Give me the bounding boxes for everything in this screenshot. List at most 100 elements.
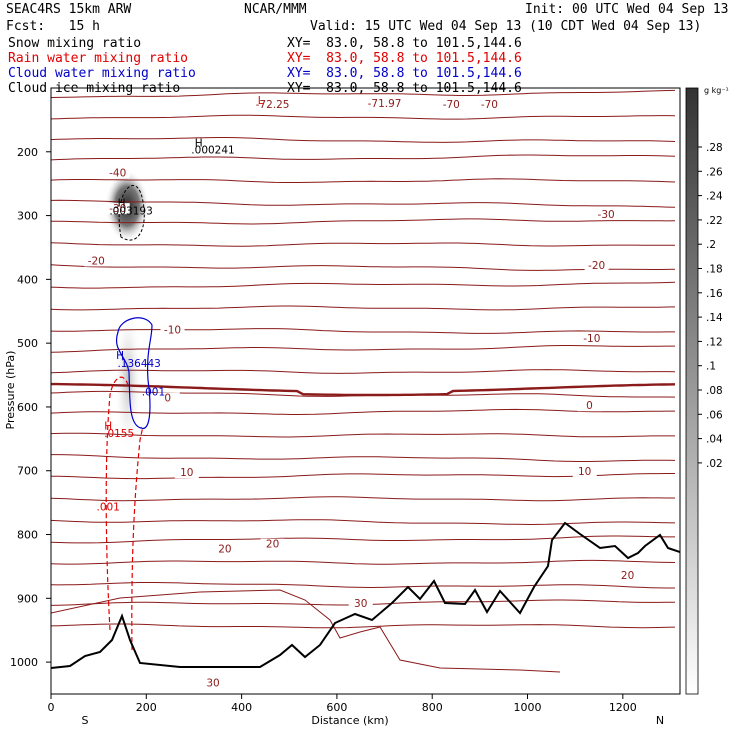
- temperature-contour-line: [51, 305, 676, 311]
- terrain-layer: [51, 521, 680, 669]
- y-axis-label: Pressure (hPa): [4, 351, 17, 430]
- temperature-contour-label: -71.97: [368, 98, 402, 110]
- temperature-contour-label: -40: [109, 167, 126, 179]
- colorbar-tick-label: .26: [706, 166, 723, 178]
- contour-label-bg: [160, 324, 185, 336]
- temperature-contour-label: 0: [586, 400, 593, 412]
- temperature-contour-line: [51, 559, 676, 565]
- contour-label-bg: [348, 597, 373, 609]
- temperature-contour-line: [51, 432, 675, 438]
- contour-label-bg: [105, 167, 130, 179]
- colorbar-tick-label: .04: [706, 434, 723, 446]
- temperature-contour-label: -10: [164, 324, 181, 336]
- contour-label-bg: [212, 543, 237, 555]
- colorbar-tick-label: .28: [706, 142, 723, 154]
- field-cloud-water-label: Cloud water mixing ratio: [8, 66, 196, 81]
- temperature-contour-line: [51, 535, 675, 544]
- extremum-label: .000241: [191, 145, 234, 157]
- temperature-contour-label: 20: [218, 544, 231, 556]
- x-tick-label: 400: [231, 701, 252, 714]
- colorbar-tick-label: .08: [706, 385, 723, 397]
- contour-label-bg: [372, 97, 397, 109]
- temperature-contour-line: [51, 154, 676, 161]
- temperature-contour-line: [51, 328, 675, 334]
- y-tick-label: 200: [17, 146, 38, 159]
- cloud-water-contour: [116, 317, 153, 429]
- temperature-contour-line: [51, 582, 675, 589]
- field-cloud-water-xy: XY= 83.0, 58.8 to 101.5,144.6: [287, 66, 522, 81]
- temperature-contour-line: [51, 114, 676, 120]
- colorbar-tick-label: .18: [706, 264, 723, 276]
- rain-water-contour: [131, 426, 144, 651]
- temperature-contour-line: [51, 345, 675, 353]
- temperature-contour-line: [51, 137, 676, 143]
- colorbar-ticks: .28 .26 .24 .22 .2 .18 .16 .14 .12 .1 .08 .06 .04 .02: [698, 142, 723, 470]
- contour-label-bg: [260, 99, 285, 111]
- temperature-contour-line: [51, 218, 676, 225]
- x-tick-label: 800: [422, 701, 443, 714]
- field-rain-xy: XY= 83.0, 58.8 to 101.5,144.6: [287, 51, 522, 66]
- field-snow-xy: XY= 83.0, 58.8 to 101.5,144.6: [287, 36, 522, 51]
- temperature-contour-label: 10: [180, 467, 193, 479]
- temperature-contours: [51, 89, 676, 673]
- colorbar-tick-label: .24: [706, 191, 723, 203]
- temperature-contour-line: [51, 369, 676, 374]
- temperature-contour-label: 20: [621, 570, 634, 582]
- contour-label-bg: [577, 400, 602, 412]
- y-tick-label: 700: [17, 465, 38, 478]
- extremum-label: H: [195, 138, 203, 150]
- temperature-contour-label: -30: [598, 209, 615, 221]
- field-rain-label: Rain water mixing ratio: [8, 51, 189, 66]
- contour-label-bg: [579, 333, 604, 345]
- temperature-contour-label: 0: [164, 393, 171, 405]
- y-tick-label: 500: [17, 337, 38, 350]
- temperature-contour-line: [51, 473, 675, 480]
- header-init: Init: 00 UTC Wed 04 Sep 13: [525, 2, 729, 17]
- contour-label-bg: [84, 255, 109, 267]
- contour-label-bg: [260, 538, 285, 550]
- contour-label-bg: [201, 677, 226, 689]
- x-tick-label: 600: [326, 701, 347, 714]
- colorbar-unit: g kg⁻¹: [704, 86, 729, 95]
- plot-frame: [50, 87, 681, 695]
- y-tick-label: 400: [17, 273, 38, 286]
- temperature-contour-label: -72.25: [256, 99, 290, 111]
- x-axis-label: Distance (km): [311, 714, 388, 727]
- temperature-contour-line: [51, 281, 676, 289]
- temperature-contour-line: [51, 408, 675, 415]
- colorbar-tick-label: .06: [706, 409, 723, 421]
- y-tick-label: 1000: [10, 656, 38, 669]
- contour-label-bg: [105, 203, 130, 215]
- temperature-contour-label: 30: [206, 678, 219, 690]
- extremum-label: L: [258, 95, 264, 107]
- temperature-contour-label: -30: [109, 203, 126, 215]
- temperature-contour-line: [51, 199, 676, 208]
- extremum-label: .001: [142, 386, 165, 398]
- temperature-contour-label: 30: [354, 598, 367, 610]
- temperature-contour-label: -20: [88, 255, 105, 267]
- contour-label-bg: [439, 99, 464, 111]
- y-tick-label: 300: [17, 210, 38, 223]
- freezing-level-contour: [51, 382, 676, 397]
- colorbar-tick-label: .14: [706, 312, 723, 324]
- extremum-label: .001: [96, 501, 119, 513]
- header-line1-left: SEAC4RS 15km ARW: [6, 2, 132, 17]
- temperature-contour-line: [51, 496, 675, 502]
- temperature-contour-label: -20: [588, 260, 605, 272]
- y-tick-label: 800: [17, 529, 38, 542]
- contour-label-bg: [615, 569, 640, 581]
- temperature-contour-line: [51, 519, 676, 526]
- contour-label-bg: [155, 392, 180, 404]
- contour-label-bg: [477, 99, 502, 111]
- temperature-contour-line: [51, 264, 676, 271]
- extremum-label: H: [116, 350, 124, 362]
- temperature-contour-label: -10: [583, 333, 600, 345]
- contour-label-bg: [594, 208, 619, 220]
- x-endpoint-end: N: [656, 714, 664, 727]
- rain-water-contour: [105, 376, 129, 631]
- extremum-label: .136443: [117, 358, 160, 370]
- extremum-label: H: [104, 420, 112, 432]
- snow-shading: [114, 305, 142, 455]
- colorbar-tick-label: .1: [706, 361, 716, 373]
